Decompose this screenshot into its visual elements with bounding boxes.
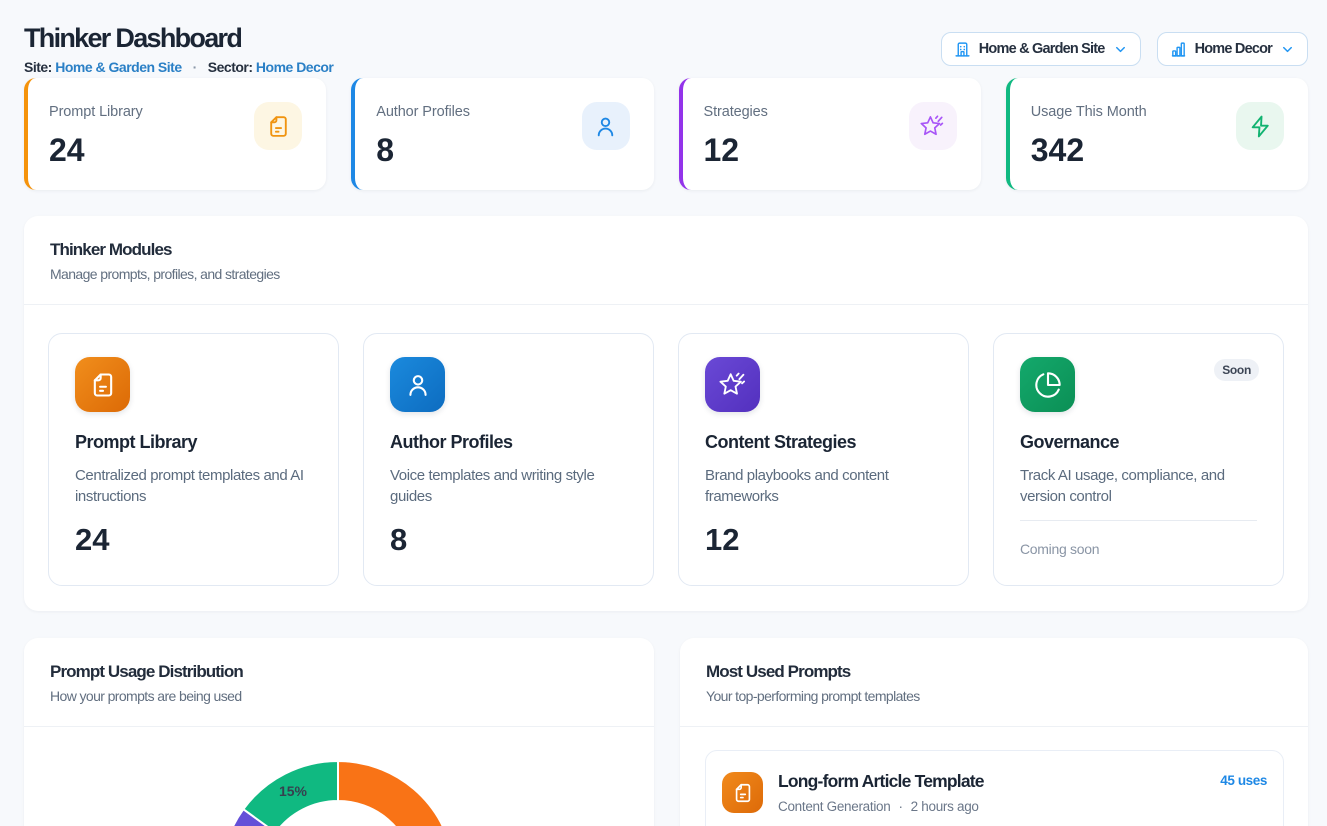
svg-text:15%: 15% [279,783,308,799]
